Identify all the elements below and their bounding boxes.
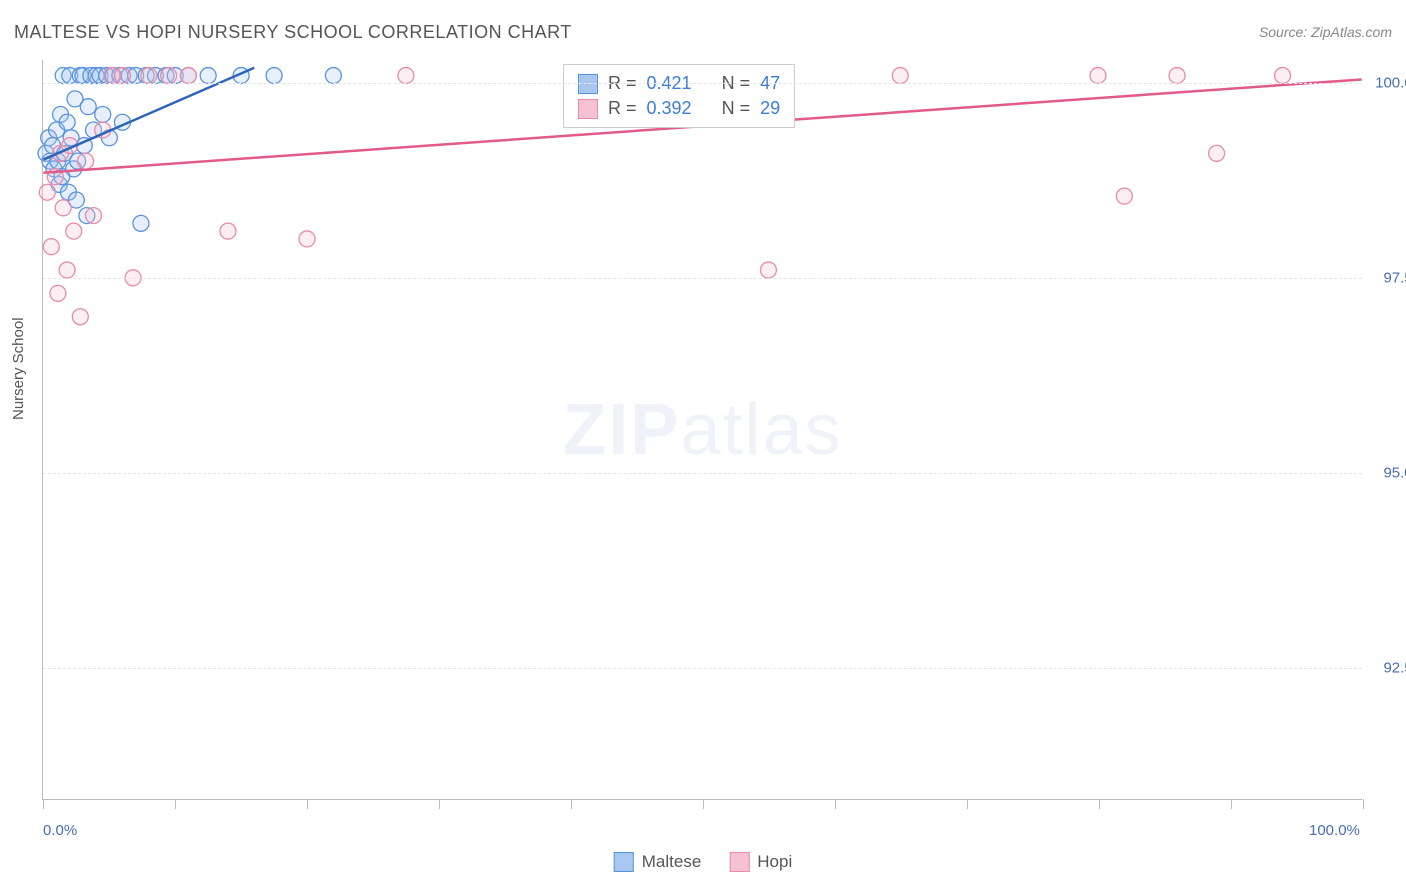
- data-point: [80, 99, 96, 115]
- x-tick: [175, 799, 176, 809]
- data-point: [39, 184, 55, 200]
- data-point: [892, 68, 908, 84]
- x-tick: [835, 799, 836, 809]
- x-tick: [43, 799, 44, 809]
- x-tick-label: 100.0%: [1309, 822, 1360, 839]
- data-point: [59, 262, 75, 278]
- legend-swatch-hopi: [729, 852, 749, 872]
- legend-swatch-maltese: [614, 852, 634, 872]
- data-point: [1169, 68, 1185, 84]
- legend-label-maltese: Maltese: [642, 852, 702, 872]
- data-point: [1090, 68, 1106, 84]
- plot-area: ZIPatlas R = 0.421 N = 47 R = 0.392 N = …: [42, 60, 1362, 800]
- data-point: [59, 114, 75, 130]
- y-tick-label: 95.0%: [1366, 464, 1406, 481]
- data-point: [66, 223, 82, 239]
- data-point: [266, 68, 282, 84]
- y-tick-label: 100.0%: [1366, 75, 1406, 92]
- chart-title: MALTESE VS HOPI NURSERY SCHOOL CORRELATI…: [14, 22, 572, 42]
- data-point: [72, 309, 88, 325]
- data-point: [43, 239, 59, 255]
- data-point: [1275, 68, 1291, 84]
- y-tick-label: 97.5%: [1366, 270, 1406, 287]
- data-point: [50, 285, 66, 301]
- data-point: [299, 231, 315, 247]
- gridline: [43, 473, 1362, 474]
- data-point: [180, 68, 196, 84]
- data-point: [1116, 188, 1132, 204]
- y-tick-label: 92.5%: [1366, 659, 1406, 676]
- data-point: [398, 68, 414, 84]
- x-tick: [967, 799, 968, 809]
- x-tick: [1231, 799, 1232, 809]
- chart-svg: [43, 60, 1362, 799]
- x-tick: [307, 799, 308, 809]
- data-point: [95, 106, 111, 122]
- data-point: [161, 68, 177, 84]
- bottom-legend: Maltese Hopi: [614, 852, 793, 872]
- x-tick: [1099, 799, 1100, 809]
- source-attribution: Source: ZipAtlas.com: [1259, 24, 1392, 40]
- data-point: [220, 223, 236, 239]
- y-axis-title: Nursery School: [10, 317, 27, 420]
- data-point: [78, 153, 94, 169]
- data-point: [133, 215, 149, 231]
- data-point: [200, 68, 216, 84]
- data-point: [141, 68, 157, 84]
- x-tick: [571, 799, 572, 809]
- x-tick: [439, 799, 440, 809]
- data-point: [114, 68, 130, 84]
- gridline: [43, 668, 1362, 669]
- x-tick-label: 0.0%: [43, 822, 77, 839]
- stats-legend-box: R = 0.421 N = 47 R = 0.392 N = 29: [563, 64, 795, 128]
- data-point: [325, 68, 341, 84]
- gridline: [43, 278, 1362, 279]
- data-point: [55, 200, 71, 216]
- x-tick: [703, 799, 704, 809]
- gridline: [43, 83, 1362, 84]
- legend-label-hopi: Hopi: [757, 852, 792, 872]
- swatch-hopi: [578, 99, 598, 119]
- data-point: [85, 208, 101, 224]
- data-point: [1209, 145, 1225, 161]
- x-tick: [1363, 799, 1364, 809]
- data-point: [760, 262, 776, 278]
